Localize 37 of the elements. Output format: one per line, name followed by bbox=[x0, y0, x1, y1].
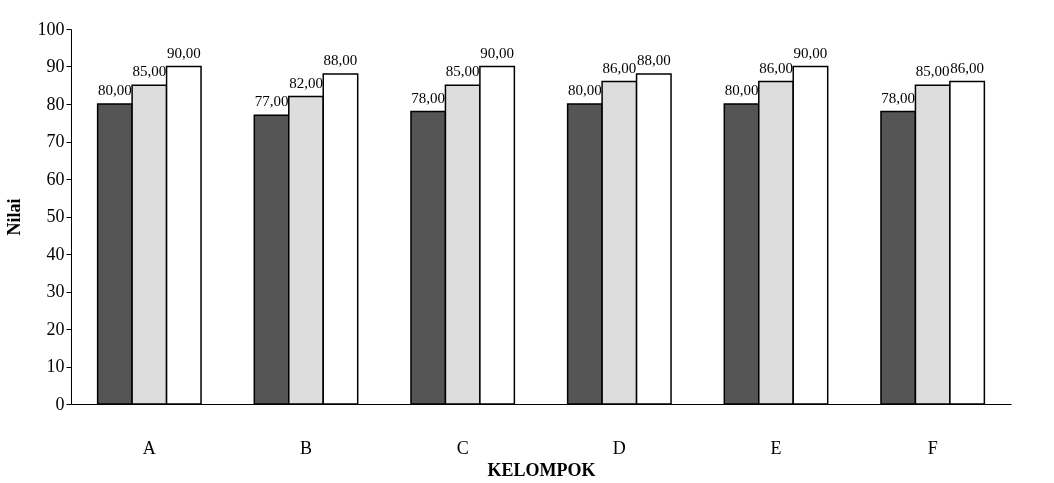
y-tick-label: 100 bbox=[37, 18, 65, 39]
y-tick-label: 50 bbox=[46, 206, 65, 226]
x-axis-title: KELOMPOK bbox=[487, 459, 596, 480]
y-axis-title: Nilai bbox=[3, 198, 24, 236]
data-label: 78,00 bbox=[881, 89, 916, 106]
x-tick-label: F bbox=[927, 437, 938, 458]
data-label: 77,00 bbox=[254, 93, 289, 110]
data-label: 90,00 bbox=[793, 44, 828, 61]
data-label: 86,00 bbox=[950, 59, 985, 76]
data-label: 85,00 bbox=[915, 63, 950, 80]
data-label: 85,00 bbox=[445, 63, 480, 80]
data-label: 86,00 bbox=[602, 59, 637, 76]
data-label: 80,00 bbox=[567, 82, 602, 98]
data-label: 86,00 bbox=[759, 59, 793, 76]
data-label: 85,00 bbox=[132, 63, 167, 80]
y-tick-label: 80 bbox=[46, 93, 65, 114]
x-tick-label: B bbox=[299, 437, 313, 458]
x-tick-label: A bbox=[142, 437, 156, 458]
data-label: 78,00 bbox=[411, 89, 446, 106]
y-tick-label: 90 bbox=[46, 56, 65, 76]
data-label: 82,00 bbox=[289, 74, 323, 91]
y-tick-label: 30 bbox=[46, 281, 65, 301]
data-label: 88,00 bbox=[323, 52, 358, 68]
x-tick-label: D bbox=[612, 437, 626, 458]
data-label: 80,00 bbox=[97, 82, 132, 98]
y-tick-label: 20 bbox=[46, 318, 65, 339]
y-tick-label: 40 bbox=[46, 243, 65, 264]
data-label: 88,00 bbox=[636, 52, 671, 68]
y-tick-label: 60 bbox=[46, 168, 65, 189]
x-tick-label: C bbox=[456, 437, 469, 458]
data-label: 90,00 bbox=[480, 44, 515, 61]
data-label: 80,00 bbox=[724, 82, 759, 98]
data-label: 90,00 bbox=[166, 44, 201, 61]
y-tick-label: 10 bbox=[46, 356, 65, 376]
y-tick-label: 70 bbox=[46, 131, 65, 151]
y-tick-label: 0 bbox=[55, 393, 65, 414]
x-tick-label: E bbox=[770, 437, 782, 458]
